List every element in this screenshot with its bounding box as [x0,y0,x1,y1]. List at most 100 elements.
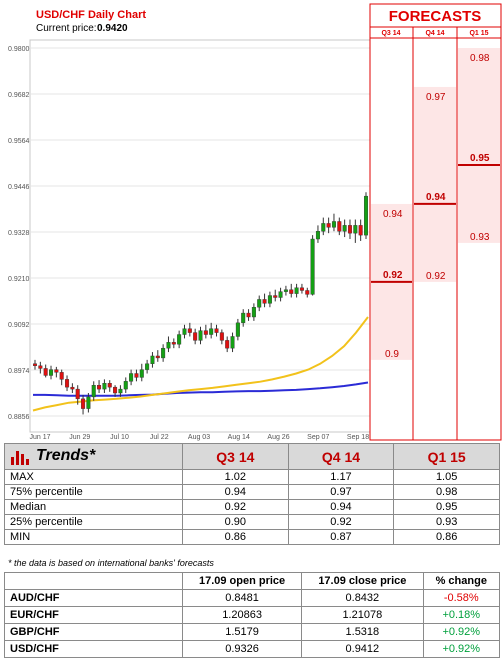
candle [198,326,203,345]
fx-price-table: 17.09 open price 17.09 close price % cha… [4,572,501,658]
forecast-q3-min: 0.9 [385,349,399,360]
fx-close: 0.8432 [301,589,424,607]
candle [49,365,54,380]
row-label: 25% percentile [4,514,183,530]
candle [113,385,118,397]
current-price-value: 0.9420 [97,23,128,34]
candle [203,324,208,339]
forecast-q3-median: 0.92 [383,270,403,281]
trends-header-q4: Q4 14 [287,443,395,470]
fx-change: +0.92% [422,640,501,658]
x-tick-label: Aug 14 [228,434,250,441]
candle-body [177,334,182,345]
candle-body [235,322,240,337]
candle-body [310,238,315,295]
fx-row-eur: EUR/CHF 1.20863 1.21078 +0.18% [4,606,501,624]
cell-value: 0.95 [393,499,500,515]
candle [235,318,240,341]
fx-open: 1.20863 [181,606,303,624]
x-tick-label: Jun 17 [29,434,50,441]
candle [187,322,192,337]
cell-value: 1.17 [287,469,395,485]
candle [118,385,123,397]
candle-body [65,379,70,388]
candle [262,293,267,308]
trends-header-q3: Q3 14 [182,443,289,470]
candle [267,291,272,308]
candle [225,336,230,353]
candle-body [118,388,123,394]
candle-body [331,221,336,228]
candle-body [203,330,208,335]
fx-header-open: 17.09 open price [181,572,303,590]
cell-value: 1.05 [393,469,500,485]
fx-pair: GBP/CHF [4,623,183,641]
candle-body [102,383,107,390]
trends-row-max: MAX 1.02 1.17 1.05 [4,469,500,485]
trends-title-cell: Trends* [4,443,183,470]
cell-value: 0.86 [182,529,289,545]
candle-body [113,386,118,394]
candle [209,322,214,339]
trends-footnote: * the data is based on international ban… [8,558,214,568]
candle [294,283,299,298]
candle-body [209,328,214,335]
candle [97,380,102,393]
candle [59,369,64,386]
candle-body [267,295,272,304]
x-tick-label: Jun 29 [69,434,90,441]
candle [54,366,59,378]
candle [315,225,320,243]
fx-pair: AUD/CHF [4,589,183,607]
chart-title: USD/CHF Daily Chart [36,9,146,21]
candle-body [59,372,64,380]
candle [81,394,86,415]
candle-body [246,312,251,318]
fx-row-usd: USD/CHF 0.9326 0.9412 +0.92% [4,640,501,658]
candle-body [326,223,331,228]
candle [353,219,358,243]
forecast-q4-min: 0.92 [426,271,446,282]
trends-row-median: Median 0.92 0.94 0.95 [4,499,500,515]
candle-body [166,342,171,349]
y-tick-label: 0.8856 [8,414,30,421]
cell-value: 0.92 [287,514,395,530]
candle-body [187,328,192,333]
x-tick-label: Jul 22 [150,434,169,441]
candle [358,219,363,241]
fx-row-gbp: GBP/CHF 1.5179 1.5318 +0.92% [4,623,501,641]
candle [145,359,150,374]
usd-chf-chart: 0.98000.96820.95640.94460.93280.92100.90… [8,3,502,441]
candle-body [43,368,48,376]
candle-body [289,289,294,294]
candle-body [75,388,80,400]
forecast-col-q3: Q3 14 [381,30,400,37]
candle [251,303,256,321]
y-tick-label: 0.9446 [8,184,30,191]
fx-close: 1.5318 [301,623,424,641]
candle [193,328,198,345]
candle [65,375,70,392]
candle-body [123,381,128,390]
candle [331,213,336,232]
cell-value: 0.87 [287,529,395,545]
fx-open: 0.8481 [181,589,303,607]
candle-body [353,225,358,234]
candle-body [337,221,342,232]
forecast-q3-max: 0.94 [383,209,403,220]
trends-row-min: MIN 0.86 0.87 0.86 [4,529,500,545]
forecast-band-q1 [458,48,500,243]
x-tick-label: Sep 18 [347,434,369,441]
candle-body [198,330,203,341]
candle-body [33,363,38,366]
candle-body [321,223,326,232]
candle [347,219,352,240]
candle-body [49,369,54,376]
candle-body [358,225,363,236]
candle-body [241,312,246,324]
candle-body [294,287,299,294]
y-tick-label: 0.9328 [8,230,30,237]
candle [107,380,112,392]
candle-body [283,289,288,292]
y-tick-label: 0.9210 [8,276,30,283]
